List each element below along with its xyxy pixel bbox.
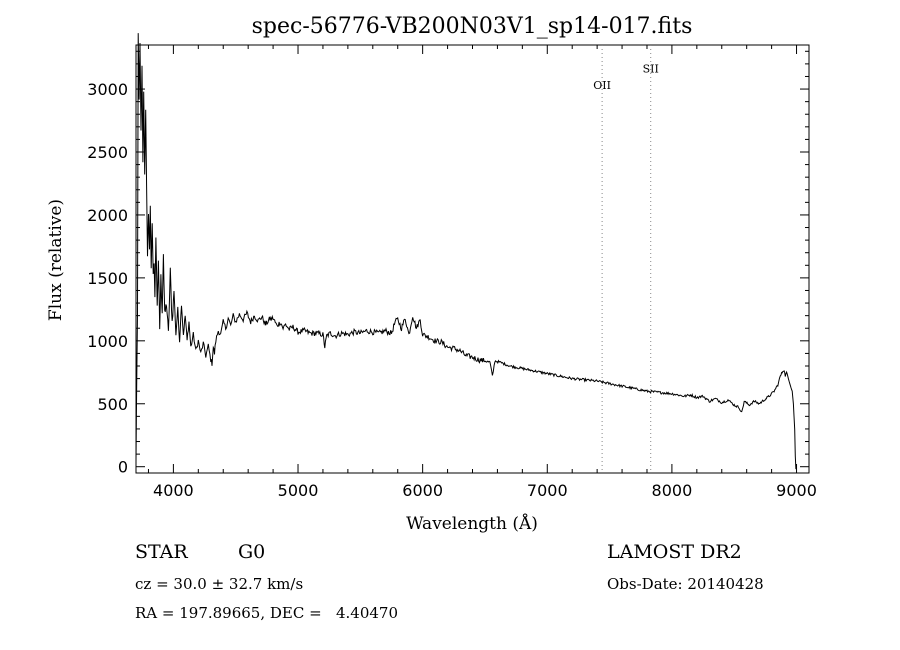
coordinates: RA = 197.89665, DEC = 4.40470	[135, 604, 399, 622]
y-tick-label: 3000	[87, 80, 128, 99]
y-tick-label: 1000	[87, 332, 128, 351]
x-tick-label: 9000	[776, 481, 817, 500]
object-subclass: G0	[238, 541, 266, 563]
redshift-velocity: cz = 30.0 ± 32.7 km/s	[135, 575, 304, 593]
x-tick-label: 5000	[278, 481, 319, 500]
chart-title: spec-56776-VB200N03V1_sp14-017.fits	[252, 14, 693, 39]
y-axis-label: Flux (relative)	[46, 199, 66, 321]
line-label-sii: SII	[643, 63, 659, 76]
x-tick-label: 7000	[527, 481, 568, 500]
y-tick-label: 0	[118, 458, 128, 477]
y-tick-label: 2000	[87, 206, 128, 225]
x-tick-label: 8000	[652, 481, 693, 500]
spectrum-line	[135, 33, 797, 470]
x-tick-label: 4000	[153, 481, 194, 500]
observation-date: Obs-Date: 20140428	[607, 575, 764, 593]
y-tick-label: 1500	[87, 269, 128, 288]
line-label-oii: OII	[593, 79, 611, 92]
y-tick-label: 2500	[87, 143, 128, 162]
survey-label: LAMOST DR2	[607, 541, 742, 563]
y-tick-label: 500	[97, 395, 128, 414]
x-axis-label: Wavelength (Å)	[406, 513, 538, 534]
x-tick-label: 6000	[402, 481, 443, 500]
object-class: STAR	[135, 541, 188, 563]
plot-frame	[135, 44, 810, 474]
